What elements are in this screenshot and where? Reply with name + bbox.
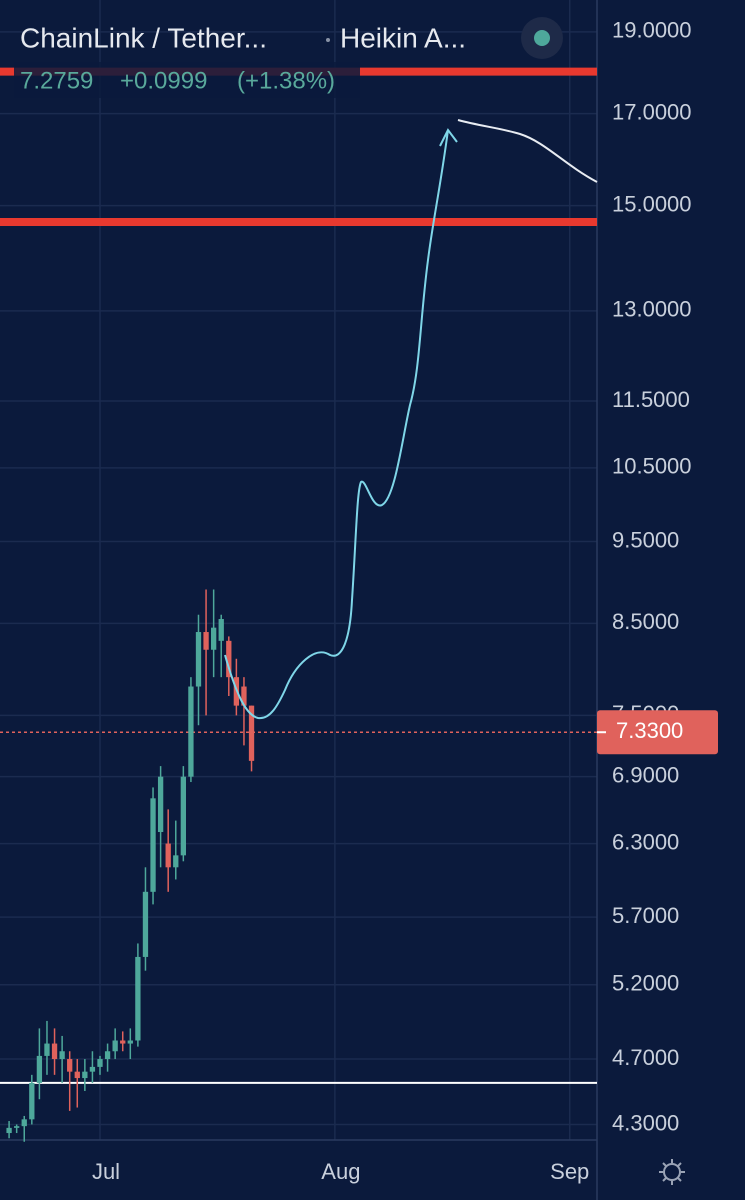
- y-tick-label: 4.7000: [612, 1045, 679, 1070]
- x-tick-label: Aug: [321, 1159, 360, 1184]
- drawn-arrow: [224, 129, 449, 720]
- candle-body: [241, 686, 247, 706]
- candle-body: [67, 1059, 73, 1072]
- gear-teeth: [659, 1159, 685, 1185]
- candle-body: [29, 1082, 35, 1120]
- candle-body: [21, 1119, 27, 1127]
- candle-body: [51, 1043, 58, 1060]
- candle-body: [74, 1071, 80, 1079]
- candle-body: [188, 686, 194, 777]
- y-tick-label: 6.9000: [612, 762, 679, 787]
- candle-body: [112, 1040, 118, 1052]
- axes: 4.30004.70005.20005.70006.30006.90007.50…: [92, 18, 718, 1184]
- symbol: ChainLink / Tether...: [20, 22, 267, 53]
- last-price-badge: [597, 710, 718, 755]
- y-tick-label: 5.7000: [612, 903, 679, 928]
- candle-body: [210, 627, 217, 650]
- y-tick-label: 6.3000: [612, 829, 679, 854]
- legend-backdrop: [14, 62, 360, 98]
- candle-body: [104, 1051, 111, 1060]
- candle-body: [44, 1043, 50, 1056]
- candle-body: [173, 855, 179, 868]
- candle-body: [127, 1040, 133, 1044]
- candle-body: [142, 891, 149, 957]
- candle-body: [165, 843, 171, 868]
- y-tick-label: 4.3000: [612, 1110, 679, 1135]
- chart-style: Heikin A...: [340, 22, 466, 53]
- candle-body: [218, 619, 224, 641]
- change-percent: (+1.38%): [237, 67, 335, 94]
- y-tick-label: 17.0000: [612, 99, 692, 124]
- gear: [663, 1163, 681, 1181]
- settings-icon[interactable]: [659, 1159, 685, 1185]
- y-tick-label: 8.5000: [612, 609, 679, 634]
- candle-body: [150, 798, 156, 892]
- candle-body: [82, 1071, 88, 1079]
- last-value: 7.2759: [20, 67, 93, 94]
- candle-body: [248, 705, 255, 761]
- drawn-line: [457, 119, 598, 183]
- candle-body: [97, 1059, 103, 1067]
- y-tick-label: 11.5000: [612, 387, 690, 412]
- candle-body: [203, 632, 209, 650]
- y-tick-label: 9.5000: [612, 527, 679, 552]
- grid: [0, 0, 597, 1140]
- x-tick-label: Jul: [92, 1159, 120, 1184]
- candle-body: [135, 956, 141, 1041]
- candle-body: [226, 640, 232, 678]
- y-tick-label: 15.0000: [612, 191, 692, 216]
- y-tick-label: 13.0000: [612, 297, 692, 322]
- candle-body: [36, 1055, 43, 1083]
- separator: [326, 38, 330, 42]
- y-tick-label: 19.0000: [612, 18, 692, 43]
- candle-body: [120, 1040, 126, 1044]
- candle-body: [59, 1051, 65, 1060]
- candle-body: [157, 776, 164, 833]
- candle-body: [14, 1126, 20, 1128]
- candle-body: [6, 1127, 12, 1134]
- candle-body: [195, 632, 202, 687]
- candle-body: [180, 776, 186, 856]
- x-tick-label: Sep: [550, 1159, 589, 1184]
- last-price-label: 7.3300: [616, 718, 683, 743]
- status-dot: [534, 30, 550, 46]
- change: +0.0999: [120, 67, 207, 94]
- candle-body: [89, 1066, 96, 1072]
- arrow-head: [439, 128, 458, 147]
- y-tick-label: 10.5000: [612, 454, 692, 479]
- y-tick-label: 5.2000: [612, 971, 679, 996]
